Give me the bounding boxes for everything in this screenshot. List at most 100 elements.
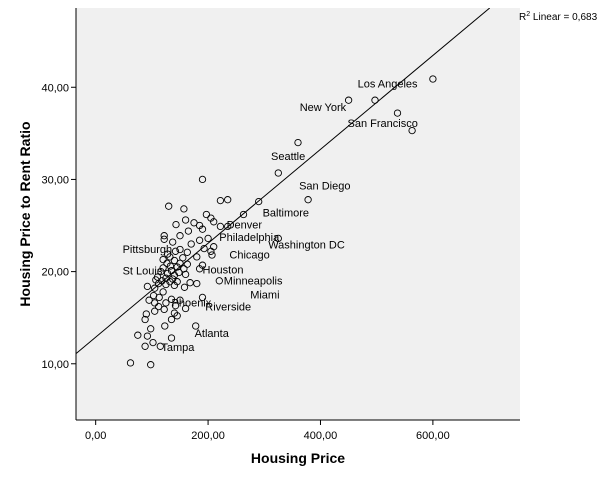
- city-label: New York: [300, 102, 347, 114]
- fit-line: [76, 8, 491, 354]
- points-layer: [126, 75, 437, 369]
- data-point: [393, 109, 402, 117]
- r2-legend: R2 Linear = 0,683: [519, 11, 598, 23]
- data-point: [160, 235, 168, 243]
- city-label: Tampa: [161, 342, 195, 354]
- data-point: [198, 175, 207, 184]
- data-point: [170, 281, 179, 290]
- data-point: [429, 75, 437, 83]
- data-point: [167, 295, 176, 303]
- data-point: [181, 270, 190, 279]
- data-point: [167, 315, 176, 324]
- city-label: Phoenix: [172, 298, 212, 310]
- data-point: [160, 232, 168, 240]
- y-tick-label: 40,00: [41, 82, 69, 94]
- data-point: [141, 342, 149, 350]
- city-label: Chicago: [229, 250, 269, 262]
- r2-legend-text: Linear = 0,683: [530, 12, 597, 23]
- city-label: St Louis: [123, 265, 163, 277]
- data-point: [294, 138, 302, 147]
- data-point: [167, 334, 176, 342]
- city-label: San Francisco: [348, 118, 418, 130]
- data-point: [216, 196, 225, 205]
- data-point: [166, 262, 175, 270]
- plot-area: [76, 8, 520, 420]
- r2-legend-prefix: R: [519, 12, 526, 23]
- data-point: [147, 325, 155, 333]
- data-point: [163, 269, 172, 278]
- data-point: [171, 247, 180, 255]
- data-point: [173, 263, 181, 271]
- data-point: [274, 234, 282, 243]
- data-point: [161, 322, 169, 330]
- data-point: [134, 331, 142, 339]
- data-point: [344, 96, 353, 104]
- data-point: [180, 205, 188, 213]
- data-point: [157, 267, 165, 276]
- data-point: [184, 227, 193, 235]
- data-point: [176, 232, 184, 240]
- x-axis: 0,00 200,00 400,00 600,00: [76, 419, 520, 442]
- y-tick-label: 20,00: [41, 267, 69, 279]
- data-point: [156, 342, 164, 350]
- x-tick-label: 600,00: [416, 430, 450, 442]
- city-label: San Diego: [299, 181, 350, 193]
- data-point: [304, 196, 312, 204]
- data-point: [166, 253, 174, 261]
- city-label: Atlanta: [195, 328, 230, 340]
- data-point: [274, 169, 282, 177]
- data-point: [143, 282, 152, 291]
- data-point: [210, 218, 218, 226]
- data-point: [159, 255, 167, 264]
- data-point: [147, 361, 155, 369]
- data-point: [255, 197, 263, 206]
- data-point: [181, 216, 190, 224]
- data-point: [151, 284, 159, 292]
- data-point: [202, 210, 211, 219]
- data-point: [198, 293, 207, 302]
- data-point: [141, 315, 149, 324]
- data-point: [192, 322, 200, 330]
- data-point: [198, 261, 207, 269]
- data-point: [183, 260, 191, 268]
- data-point: [155, 293, 163, 302]
- data-point: [200, 244, 208, 253]
- data-point: [170, 256, 179, 265]
- data-point: [170, 271, 179, 279]
- data-point: [126, 359, 135, 367]
- data-point: [181, 304, 190, 313]
- x-tick-label: 200,00: [191, 430, 225, 442]
- fit-line-layer: [76, 8, 491, 354]
- city-label: Riverside: [205, 301, 251, 313]
- data-point: [216, 222, 225, 231]
- x-axis-title: Housing Price: [251, 450, 345, 466]
- data-point: [160, 305, 168, 314]
- data-point: [224, 196, 232, 204]
- city-label: Minneapolis: [224, 276, 283, 288]
- data-point: [151, 299, 159, 307]
- data-point: [204, 234, 212, 243]
- y-axis: 10,00 20,00 30,00 40,00: [41, 8, 77, 420]
- data-point: [198, 225, 207, 233]
- data-point: [165, 202, 173, 210]
- city-label: Miami: [250, 289, 279, 301]
- data-point: [193, 279, 201, 288]
- data-point: [176, 245, 184, 254]
- city-label: Baltimore: [263, 207, 309, 219]
- data-point: [162, 299, 170, 307]
- data-point: [159, 288, 167, 296]
- y-tick-label: 10,00: [41, 359, 69, 371]
- data-point: [172, 220, 180, 229]
- x-tick-label: 0,00: [85, 430, 106, 442]
- data-point: [371, 96, 379, 104]
- data-point: [171, 302, 180, 310]
- data-point: [180, 283, 189, 291]
- r2-legend-superscript: 2: [526, 11, 530, 18]
- city-label: Denver: [227, 219, 263, 231]
- data-point: [162, 280, 170, 289]
- city-label: Philadelphia: [219, 232, 280, 244]
- x-tick-label: 400,00: [304, 430, 338, 442]
- data-point: [408, 126, 416, 135]
